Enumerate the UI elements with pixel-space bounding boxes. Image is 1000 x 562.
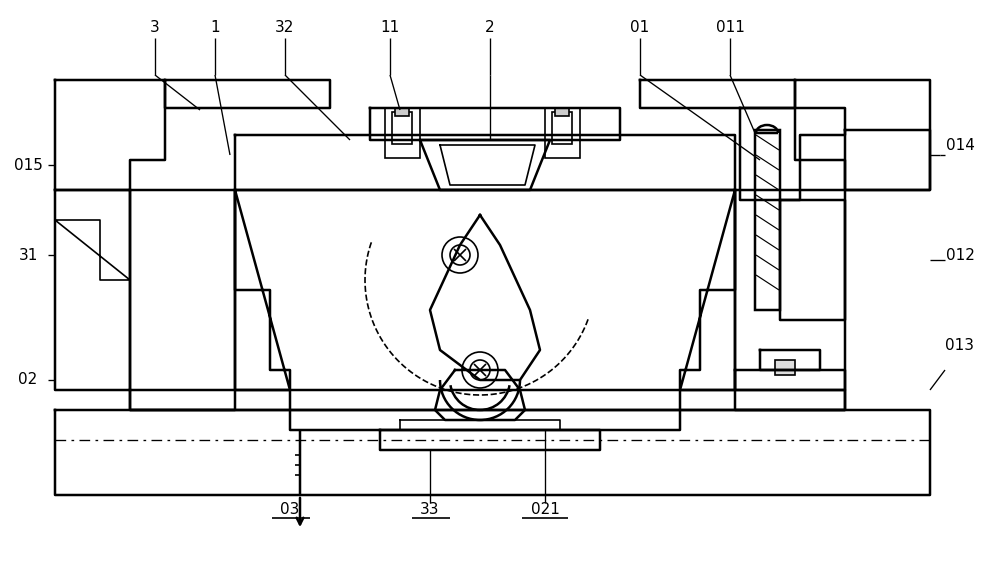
Bar	[755, 130, 780, 310]
Bar	[392, 112, 412, 144]
Bar	[552, 112, 572, 144]
Text: 03: 03	[280, 502, 300, 518]
Text: 015: 015	[14, 157, 42, 173]
Bar	[555, 108, 569, 116]
Text: 011: 011	[716, 20, 744, 35]
Text: 013: 013	[946, 338, 974, 352]
Text: 02: 02	[18, 373, 38, 388]
Text: 012: 012	[946, 247, 974, 262]
Text: 33: 33	[420, 502, 440, 518]
Text: 31: 31	[18, 247, 38, 262]
Circle shape	[442, 237, 478, 273]
Text: 1: 1	[210, 20, 220, 35]
Bar	[775, 360, 795, 375]
Text: 014: 014	[946, 138, 974, 152]
Text: 11: 11	[380, 20, 400, 35]
Text: 01: 01	[630, 20, 650, 35]
Bar	[395, 108, 409, 116]
Text: 021: 021	[531, 502, 559, 518]
Text: 2: 2	[485, 20, 495, 35]
Circle shape	[462, 352, 498, 388]
Text: 32: 32	[275, 20, 295, 35]
Text: 3: 3	[150, 20, 160, 35]
Bar	[545, 108, 580, 158]
Bar	[385, 108, 420, 158]
